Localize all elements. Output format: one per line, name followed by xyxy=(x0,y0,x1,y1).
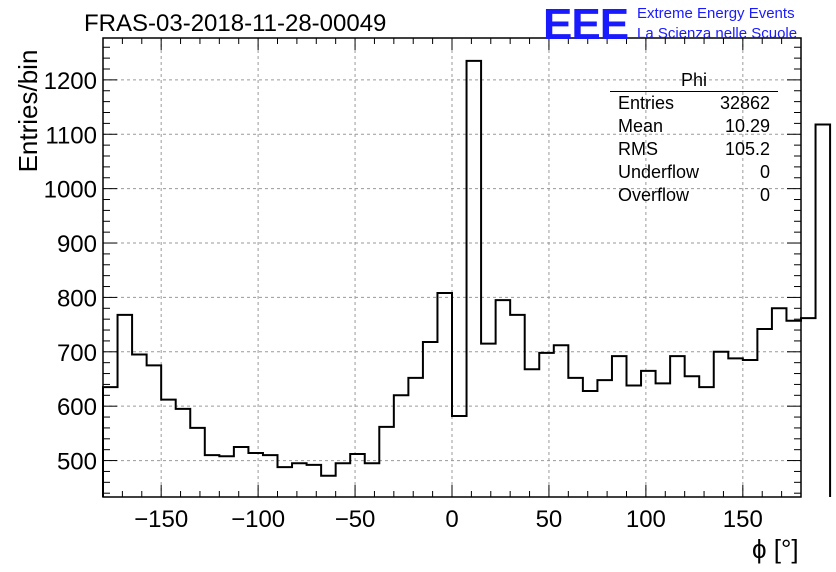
histogram-bin xyxy=(554,345,569,497)
x-tick-label: −150 xyxy=(134,506,188,533)
stats-title: Phi xyxy=(610,70,778,92)
histogram-bin xyxy=(437,293,452,497)
y-tick-label: 900 xyxy=(57,231,97,258)
logo-caption-line1: Extreme Energy Events xyxy=(637,5,795,22)
histogram-bin xyxy=(685,376,700,497)
histogram-bin xyxy=(510,315,525,497)
logo-caption-line2: La Scienza nelle Scuole xyxy=(637,25,798,42)
histogram-bin xyxy=(656,383,671,497)
histogram-bin xyxy=(336,463,351,497)
histogram-bin xyxy=(307,465,322,497)
stats-row: Entries 32862 xyxy=(610,92,778,115)
y-tick-label: 600 xyxy=(57,394,97,421)
histogram-bin xyxy=(161,400,176,497)
histogram-bin xyxy=(801,318,816,497)
histogram-step-line xyxy=(102,59,832,497)
histogram-bin xyxy=(263,455,278,497)
histogram-bin xyxy=(641,371,656,497)
histogram-bin xyxy=(190,428,205,497)
histogram-bin xyxy=(670,356,685,497)
chart-title: FRAS-03-2018-11-28-00049 xyxy=(84,10,387,37)
histogram-bin xyxy=(234,447,249,497)
histogram-bin xyxy=(786,321,801,497)
histogram-bin xyxy=(394,395,409,497)
stats-value: 10.29 xyxy=(724,116,770,136)
x-tick-label: 150 xyxy=(723,506,763,533)
stats-box: Phi Entries 32862 Mean 10.29 RMS 105.2 U… xyxy=(610,70,778,207)
histogram-bin xyxy=(132,355,147,497)
histogram-bin xyxy=(205,455,220,497)
histogram-bin xyxy=(103,387,118,497)
histogram-bin xyxy=(365,463,380,497)
histogram-bin xyxy=(757,329,772,497)
histogram-bin xyxy=(452,416,467,497)
x-axis-label: ϕ [°] xyxy=(752,534,799,564)
histogram-bin xyxy=(481,344,496,497)
stats-value: 0 xyxy=(759,162,770,182)
y-tick-label: 1100 xyxy=(45,122,97,149)
stats-value: 105.2 xyxy=(724,139,770,159)
histogram-bin xyxy=(772,308,787,497)
stats-row: RMS 105.2 xyxy=(610,138,778,161)
stats-label: RMS xyxy=(618,139,658,159)
histogram-bin xyxy=(292,463,307,497)
plot-frame xyxy=(102,37,802,498)
histogram-bin xyxy=(379,427,394,497)
stats-label: Overflow xyxy=(618,185,690,205)
histogram-bin xyxy=(147,365,162,497)
x-tick-label: −100 xyxy=(231,506,285,533)
histogram-bin xyxy=(627,386,642,497)
histogram-bin xyxy=(350,454,365,497)
axis-tick-labels: −150 −100 −50 0 50 100 150 500 600 700 800 900 1000 1… xyxy=(44,68,763,533)
histogram-bin xyxy=(118,315,133,497)
y-tick-label: 700 xyxy=(57,340,97,367)
histogram-bin xyxy=(714,352,729,497)
stats-value: 32862 xyxy=(719,93,770,113)
histogram-bin xyxy=(423,342,438,497)
histogram-bin xyxy=(728,358,743,497)
y-tick-label: 1200 xyxy=(44,68,97,95)
histogram-bin xyxy=(496,300,511,497)
histogram-bin xyxy=(699,387,714,497)
histogram-bin xyxy=(408,378,423,497)
stats-value: 0 xyxy=(759,185,770,205)
y-axis-label: Entries/bin xyxy=(13,49,43,173)
y-tick-label: 500 xyxy=(57,449,97,476)
histogram-bin xyxy=(816,124,831,497)
axis-ticks xyxy=(102,38,802,497)
eee-logo: EEE xyxy=(543,0,629,49)
histogram-bin xyxy=(612,356,627,497)
histogram-bin xyxy=(525,369,540,497)
stats-label: Mean xyxy=(618,116,664,136)
histogram-outline xyxy=(102,59,832,497)
logo-caption: Extreme Energy Events La Scienza nelle S… xyxy=(637,4,797,44)
histogram-bin xyxy=(248,453,263,497)
histogram-bin xyxy=(278,467,293,497)
histogram-bin xyxy=(539,353,554,497)
y-tick-label: 800 xyxy=(57,285,97,312)
y-tick-label: 1000 xyxy=(44,177,97,204)
stats-row: Underflow 0 xyxy=(610,161,778,184)
histogram-bin xyxy=(176,409,191,497)
histogram-bin xyxy=(467,61,482,497)
x-tick-label: −50 xyxy=(335,506,376,533)
histogram-bin xyxy=(568,378,583,497)
stats-row: Mean 10.29 xyxy=(610,115,778,138)
x-tick-label: 0 xyxy=(445,506,458,533)
stats-label: Underflow xyxy=(618,162,700,182)
x-tick-label: 100 xyxy=(626,506,666,533)
histogram-bin xyxy=(219,456,234,497)
histogram-bin xyxy=(743,360,758,497)
histogram-bin xyxy=(597,380,612,497)
histogram-bin xyxy=(583,391,598,497)
stats-row: Overflow 0 xyxy=(610,184,778,207)
x-tick-label: 50 xyxy=(536,506,563,533)
histogram-bin xyxy=(321,476,336,497)
stats-label: Entries xyxy=(618,93,675,113)
